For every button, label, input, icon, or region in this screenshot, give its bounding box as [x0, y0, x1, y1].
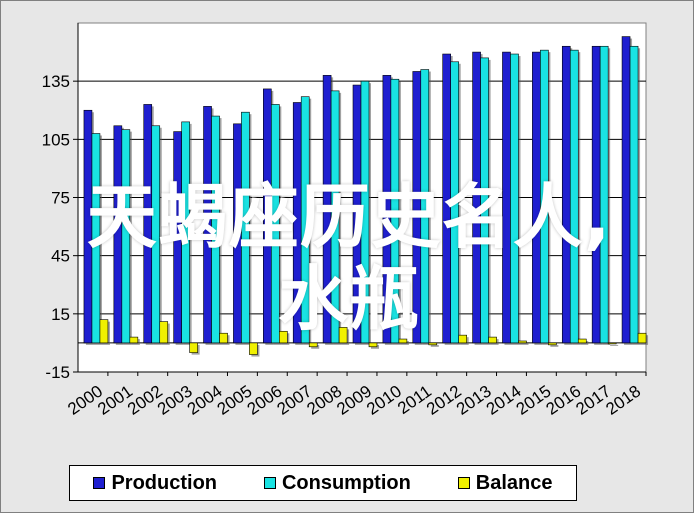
bar-shadow-balance-2017 — [610, 344, 619, 346]
bar-consumption-2006 — [271, 104, 280, 344]
y-tick-label-5: 135 — [42, 72, 70, 91]
bar-balance-2001 — [129, 336, 139, 344]
bar-consumption-2016 — [569, 49, 579, 344]
bar-consumption-2014 — [510, 53, 519, 344]
bar-balance-2002 — [159, 321, 169, 344]
overlay-title-line1: 天蝎座历史名人, — [86, 176, 612, 258]
bar-consumption-2008 — [330, 90, 340, 344]
bar-consumption-2007 — [300, 96, 310, 344]
bar-balance-2005 — [249, 342, 258, 355]
overlay-title-line2: 水瓶 — [278, 258, 420, 340]
legend-item-balance: Balance — [457, 471, 553, 495]
bar-consumption-2002 — [151, 125, 161, 344]
bar-consumption-2015 — [540, 49, 549, 344]
bar-balance-2010 — [398, 338, 408, 344]
bar-balance-2003 — [189, 342, 198, 353]
overlay-title: 天蝎座历史名人, 水瓶 — [19, 176, 679, 340]
legend-label-consumption: Consumption — [281, 471, 411, 494]
bar-consumption-2010 — [390, 78, 400, 344]
bar-consumption-2005 — [241, 111, 250, 344]
bar-consumption-2018 — [629, 45, 639, 344]
bar-consumption-2012 — [450, 61, 459, 344]
bar-consumption-2009 — [360, 80, 370, 344]
bar-balance-2004 — [219, 332, 228, 344]
bar-balance-2011 — [428, 342, 438, 346]
legend-swatch-consumption — [263, 477, 276, 489]
legend-label-balance: Balance — [475, 471, 553, 494]
bar-balance-2007 — [308, 342, 318, 348]
bar-consumption-2013 — [480, 57, 489, 344]
bar-balance-2009 — [368, 342, 378, 348]
bar-shadow-balance-2011 — [430, 344, 439, 347]
legend-swatch-balance — [457, 477, 470, 489]
bar-consumption-2004 — [211, 115, 220, 344]
bar-shadow-balance-2015 — [550, 344, 559, 347]
y-tick-label-0: -15 — [45, 363, 70, 382]
x-tick-label-2018: 2018 — [602, 382, 644, 419]
bar-consumption-2017 — [599, 45, 609, 344]
y-tick-label-4: 105 — [42, 130, 70, 149]
bar-shadow-balance-2014 — [520, 342, 529, 345]
bar-balance-2012 — [458, 334, 467, 344]
bar-balance-2015 — [548, 342, 557, 346]
legend: Production Consumption Balance — [69, 465, 577, 501]
legend-swatch-production — [93, 477, 106, 489]
bar-balance-2008 — [338, 327, 348, 344]
bar-balance-2000 — [99, 319, 109, 344]
bar-consumption-2011 — [420, 69, 430, 344]
bar-consumption-2001 — [121, 129, 131, 344]
legend-label-production: Production — [111, 471, 218, 494]
y-tick-label-2: 45 — [51, 247, 70, 266]
y-tick-label-3: 75 — [51, 189, 70, 208]
y-tick-label-1: 15 — [51, 305, 70, 324]
bar-balance-2006 — [279, 330, 288, 344]
legend-item-production: Production — [93, 472, 217, 495]
legend-item-consumption: Consumption — [263, 471, 411, 495]
bar-balance-2017 — [607, 342, 617, 345]
bar-consumption-2000 — [91, 133, 101, 344]
bar-chart: -151545751051352000200120022003200420052… — [42, 22, 649, 419]
bar-balance-2016 — [577, 338, 587, 344]
bar-consumption-2003 — [181, 121, 190, 344]
bar-balance-2014 — [518, 340, 527, 344]
bar-balance-2018 — [637, 332, 647, 344]
bar-balance-2013 — [488, 336, 497, 344]
